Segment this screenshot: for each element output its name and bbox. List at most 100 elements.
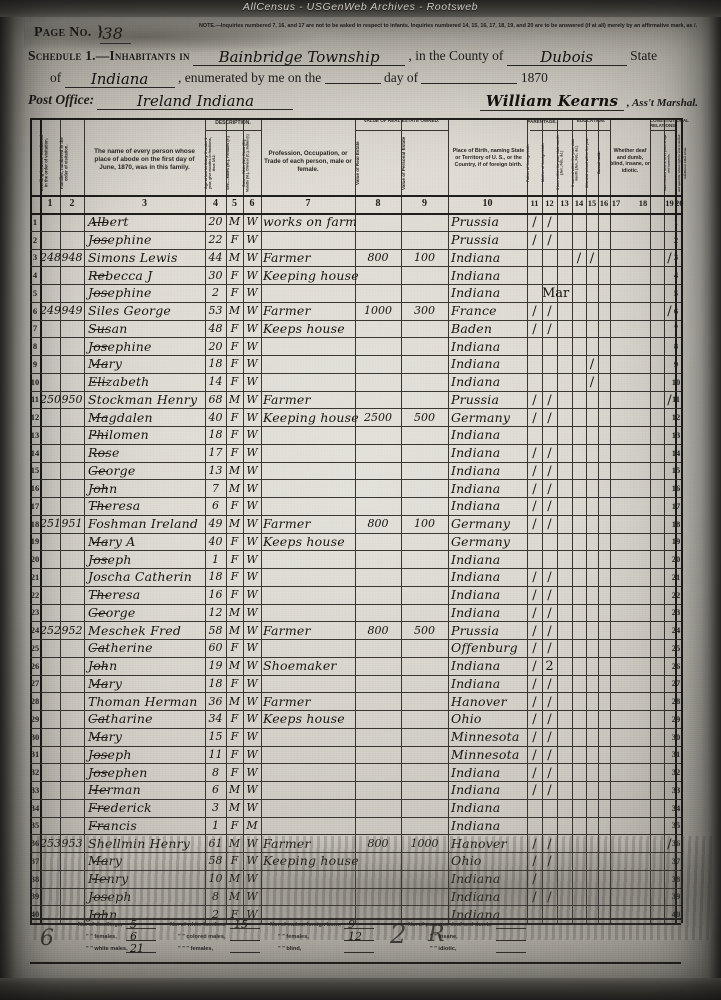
cell-father-foreign-born: / [532,605,537,621]
column-header-3: The name of every person whose place of … [94,148,195,171]
cell-age: 19 [208,659,223,673]
cell-personal-estate-value: 500 [414,623,435,637]
grid-vline [355,118,356,923]
cell-birthplace: Prussia [451,622,500,638]
cell-age: 68 [208,392,223,406]
cell-birthplace: Indiana [451,782,501,798]
cell-family-number: 953 [61,836,83,850]
ditto-dash [92,541,108,543]
county-field[interactable]: Dubois [506,50,627,66]
cell-mother-foreign-born: / [547,730,552,746]
column-header-20: Male Citizens of U. S. of 21 years of ag… [674,134,688,192]
cell-attended-school: / [589,250,595,266]
cell-mother-foreign-born: / [547,499,552,515]
cell-color: W [246,730,258,744]
cell-occupation: Keeps house [263,533,345,549]
column-header-11: Father of foreign birth [526,144,530,182]
row-number: 33 [671,784,681,795]
cell-color: W [246,694,258,708]
column-number-19: 19 [665,198,674,208]
cell-birthplace: Hanover [451,835,507,851]
row-number: 38 [30,873,40,884]
grid-hline [30,230,681,232]
footer-rule [344,940,374,941]
grid-vline [448,118,449,923]
footer-label-insane: " " insane, [430,934,458,940]
row-number: 34 [30,802,40,813]
footer-label-dwellings: No. of dwellings, [78,922,123,928]
grid-hline [30,532,681,534]
cell-person-name: John [88,906,118,922]
cell-mother-foreign-born: / [547,623,552,639]
column-header-9: Value of Personal Estate [401,136,406,190]
cell-father-foreign-born: / [532,517,537,533]
cell-occupation: Keeping house [263,409,359,425]
cell-sex: F [230,286,239,300]
township-field[interactable]: Bainbridge Township [193,50,406,66]
cell-person-name: Joseph [88,888,132,904]
post-office-field[interactable]: Ireland Indiana [97,94,294,110]
cell-male-citizen-21: / [667,304,672,320]
grid-hline [30,674,681,676]
ditto-dash [92,914,108,916]
grid-hline [30,284,681,285]
cell-color: W [246,481,258,495]
row-number: 26 [30,660,40,671]
cell-birthplace: Indiana [451,888,501,904]
cell-color: W [246,410,258,424]
grid-hline [30,319,681,321]
post-office-line: Post Office: Ireland Indiana William Kea… [28,92,700,116]
cell-sex: F [230,747,239,761]
footer-border [30,962,681,964]
cell-birthplace: Indiana [451,445,501,461]
grid-vline [226,118,227,923]
cell-color: W [246,676,258,690]
row-number: 6 [673,305,679,316]
row-number: 1 [673,216,679,227]
ditto-dash [92,807,108,809]
month-field[interactable] [421,83,518,84]
row-number: 21 [671,571,681,582]
scan-ink-scribble: 2 [390,920,407,950]
cell-color: W [246,623,258,637]
state-field[interactable]: Indiana [64,72,175,88]
cell-color: W [246,375,258,389]
cell-color: W [246,641,258,655]
cell-dwelling-number: 249 [40,304,61,318]
row-number: 24 [671,625,681,636]
cell-father-foreign-born: / [532,623,537,639]
cell-age: 53 [208,304,223,318]
column-header-4: Age at last birthday. If under 1 year, g… [204,137,216,189]
cell-age: 18 [208,676,223,690]
cell-father-foreign-born: / [532,676,537,692]
footer-rule [496,952,526,953]
cell-person-name: Albert [88,214,129,230]
cell-age: 60 [208,641,223,655]
grid-vline [572,118,573,923]
ditto-dash [92,594,108,596]
row-number: 36 [30,838,40,849]
cell-birthplace: Indiana [451,817,501,833]
grid-hline [30,745,681,747]
cell-age: 34 [208,712,223,726]
row-number: 25 [671,642,681,653]
cell-mother-foreign-born: / [547,765,552,781]
row-number: 33 [30,784,40,795]
footer-value-females: 6 [130,930,137,943]
cell-person-name: Catharine [88,711,153,727]
column-header-10: Place of Birth, naming State or Territor… [452,148,525,168]
cell-family-number: 949 [61,304,83,318]
grid-hline [30,118,681,120]
row-number: 17 [671,500,681,511]
cell-dwelling-number: 248 [40,250,61,264]
cell-birthplace: Minnesota [451,746,520,762]
cell-father-foreign-born: / [532,765,537,781]
cell-person-name: Thoman Herman [88,693,198,709]
cell-color: W [246,233,258,247]
row-number: 5 [673,287,679,298]
day-field[interactable] [324,83,381,84]
cell-person-name: Mary [88,356,123,372]
column-number-10: 10 [482,198,493,209]
row-number: 37 [671,855,681,866]
ditto-dash [92,381,108,383]
